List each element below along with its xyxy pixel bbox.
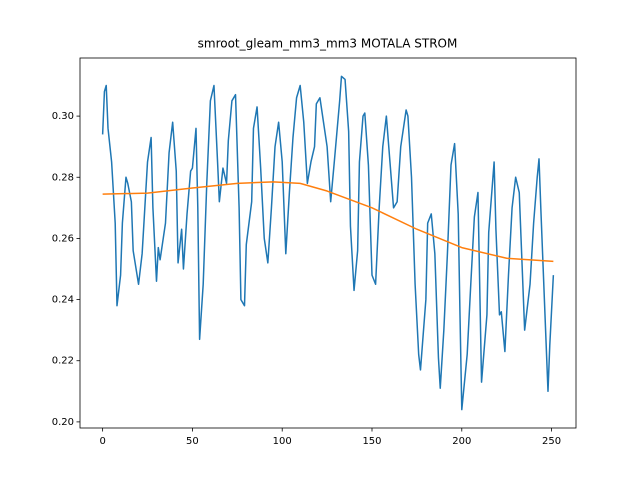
x-tick-label: 100 [273, 436, 292, 447]
x-tick-label: 0 [99, 436, 105, 447]
y-tick-label: 0.20 [52, 417, 74, 428]
line-series [102, 181, 554, 263]
x-tick-label: 150 [362, 436, 381, 447]
y-tick-label: 0.24 [52, 295, 74, 306]
y-tick-label: 0.22 [52, 356, 74, 367]
line-series [101, 75, 555, 411]
axes-frame [79, 57, 577, 429]
y-tick-label: 0.26 [52, 233, 74, 244]
x-tick-label: 250 [542, 436, 561, 447]
y-tick-label: 0.28 [52, 172, 74, 183]
chart-title: smroot_gleam_mm3_mm3 MOTALA STROM [198, 37, 458, 51]
y-tick-label: 0.30 [52, 111, 74, 122]
x-tick-label: 200 [452, 436, 471, 447]
x-tick-label: 50 [186, 436, 199, 447]
